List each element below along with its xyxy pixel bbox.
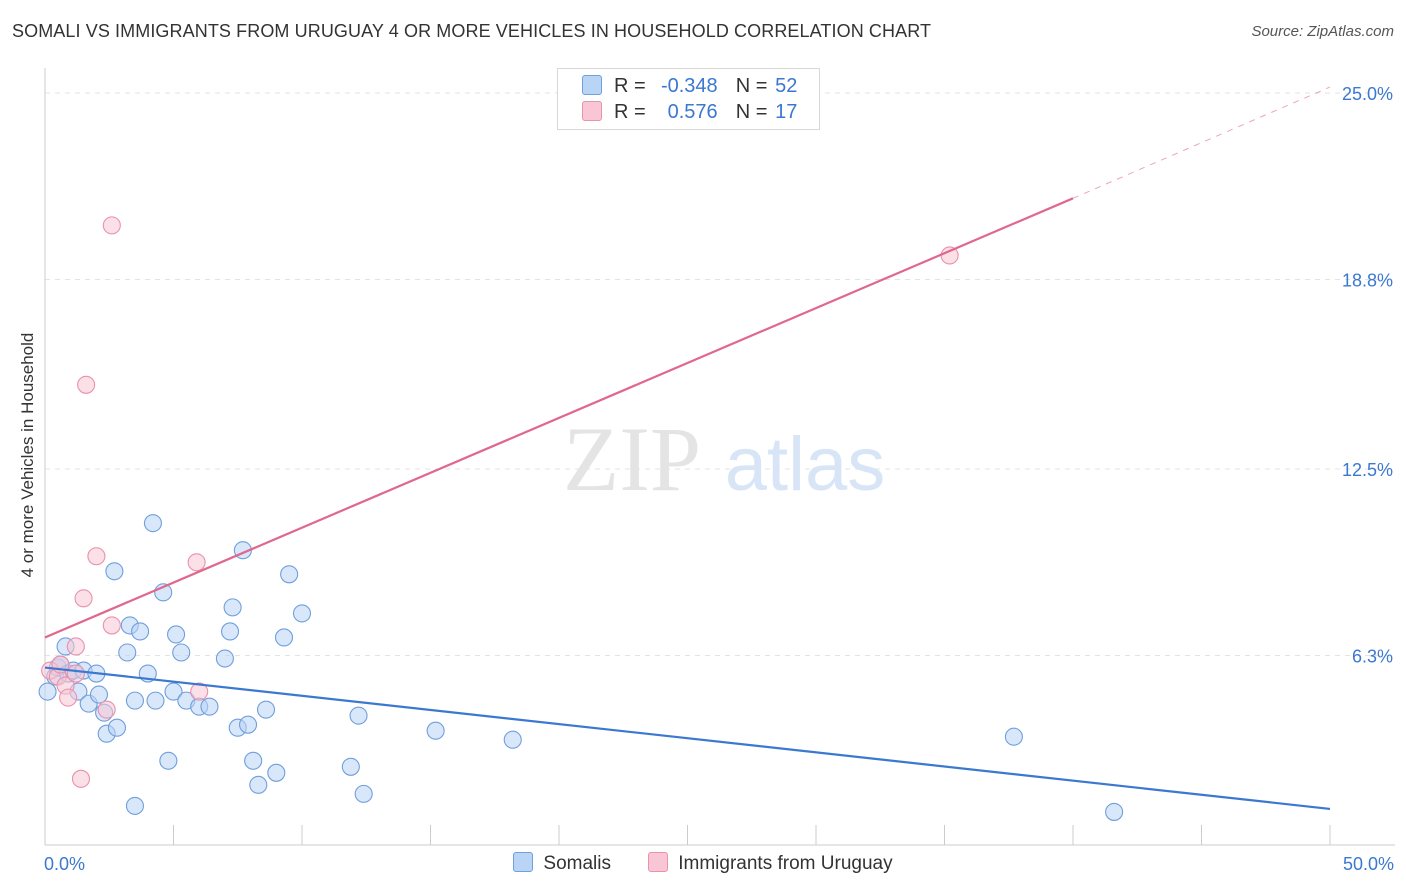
- watermark: ZIP atlas: [563, 408, 885, 510]
- data-point: [223, 598, 242, 617]
- data-point: [172, 643, 191, 662]
- legend-item-somalis: Somalis: [513, 852, 611, 875]
- chart-title: SOMALI VS IMMIGRANTS FROM URUGUAY 4 OR M…: [12, 21, 932, 41]
- data-point: [1004, 727, 1023, 746]
- data-point: [131, 622, 150, 641]
- data-point: [190, 682, 209, 701]
- data-point: [280, 565, 299, 584]
- data-point: [354, 784, 373, 803]
- data-point: [66, 637, 85, 656]
- data-point: [215, 649, 234, 668]
- chart-source: Source: ZipAtlas.com: [1251, 23, 1394, 40]
- correlation-legend: R = -0.348 N = 52 R = 0.576 N = 17: [557, 68, 820, 130]
- data-point: [89, 685, 109, 704]
- axes: [44, 68, 1395, 846]
- data-point: [200, 697, 219, 716]
- data-point: [274, 628, 294, 647]
- r-label: R =: [614, 75, 646, 97]
- data-point: [267, 763, 286, 782]
- legend-swatch-blue: [513, 852, 534, 872]
- data-point: [159, 751, 178, 770]
- series-legend: Somalis Immigrants from Uruguay: [0, 852, 1406, 875]
- y-tick-label: 25.0%: [1342, 84, 1393, 104]
- legend-label-uruguay: Immigrants from Uruguay: [678, 853, 893, 874]
- trend-lines: [44, 86, 1331, 810]
- legend-row-uruguay: R = 0.576 N = 17: [582, 101, 797, 127]
- data-point: [143, 514, 162, 533]
- data-point: [118, 643, 137, 662]
- legend-row-somalis: R = -0.348 N = 52: [582, 75, 797, 101]
- r-value: 0.576: [667, 101, 718, 123]
- legend-swatch-blue: [582, 75, 602, 95]
- data-point: [146, 691, 165, 710]
- data-point: [1105, 802, 1124, 821]
- y-tick-label: 18.8%: [1342, 271, 1393, 291]
- data-point: [59, 688, 78, 707]
- x-tick-label: 50.0%: [1343, 854, 1394, 874]
- data-point: [71, 769, 91, 788]
- data-point: [66, 664, 85, 683]
- data-point: [74, 589, 93, 608]
- data-point: [187, 553, 206, 572]
- data-point: [249, 775, 268, 794]
- n-value: 52: [775, 75, 798, 97]
- trend-line: [44, 197, 1074, 639]
- data-point: [164, 682, 183, 701]
- data-point: [87, 547, 106, 566]
- data-point: [349, 706, 368, 725]
- n-label: N =: [735, 75, 768, 97]
- legend-item-uruguay: Immigrants from Uruguay: [648, 852, 893, 875]
- data-point: [292, 604, 312, 623]
- r-value: -0.348: [660, 75, 718, 97]
- data-point: [107, 718, 127, 737]
- data-point: [503, 730, 522, 749]
- r-label: R =: [614, 101, 646, 123]
- data-point: [102, 616, 121, 635]
- x-tick-label: 0.0%: [44, 854, 85, 874]
- legend-swatch-pink: [648, 852, 669, 872]
- y-tick-label: 6.3%: [1352, 647, 1393, 667]
- data-point: [244, 751, 263, 770]
- data-point: [105, 562, 124, 581]
- trend-line-extension: [1072, 86, 1331, 199]
- data-point: [238, 715, 258, 734]
- data-point: [102, 216, 121, 235]
- watermark-atlas: atlas: [725, 422, 886, 507]
- watermark-zip: ZIP: [563, 408, 701, 510]
- tick-labels: 6.3% 12.5% 18.8% 25.0% 0.0% 50.0%: [44, 84, 1394, 874]
- gridlines: [45, 92, 1395, 657]
- data-points: [38, 216, 1124, 821]
- data-point: [220, 622, 240, 641]
- data-point: [77, 375, 96, 394]
- data-point: [256, 700, 276, 719]
- n-label: N =: [735, 101, 768, 123]
- data-point: [341, 757, 360, 776]
- data-point: [97, 700, 116, 719]
- data-point: [426, 721, 445, 740]
- legend-swatch-pink: [582, 101, 602, 121]
- data-point: [38, 682, 57, 701]
- legend-label-somalis: Somalis: [543, 853, 611, 874]
- y-tick-label: 12.5%: [1342, 460, 1393, 480]
- series-immigrants-from-uruguay: [41, 216, 959, 788]
- data-point: [167, 625, 186, 644]
- trend-line: [44, 666, 1331, 810]
- data-point: [125, 796, 144, 815]
- data-point: [125, 691, 144, 710]
- n-value: 17: [775, 101, 798, 123]
